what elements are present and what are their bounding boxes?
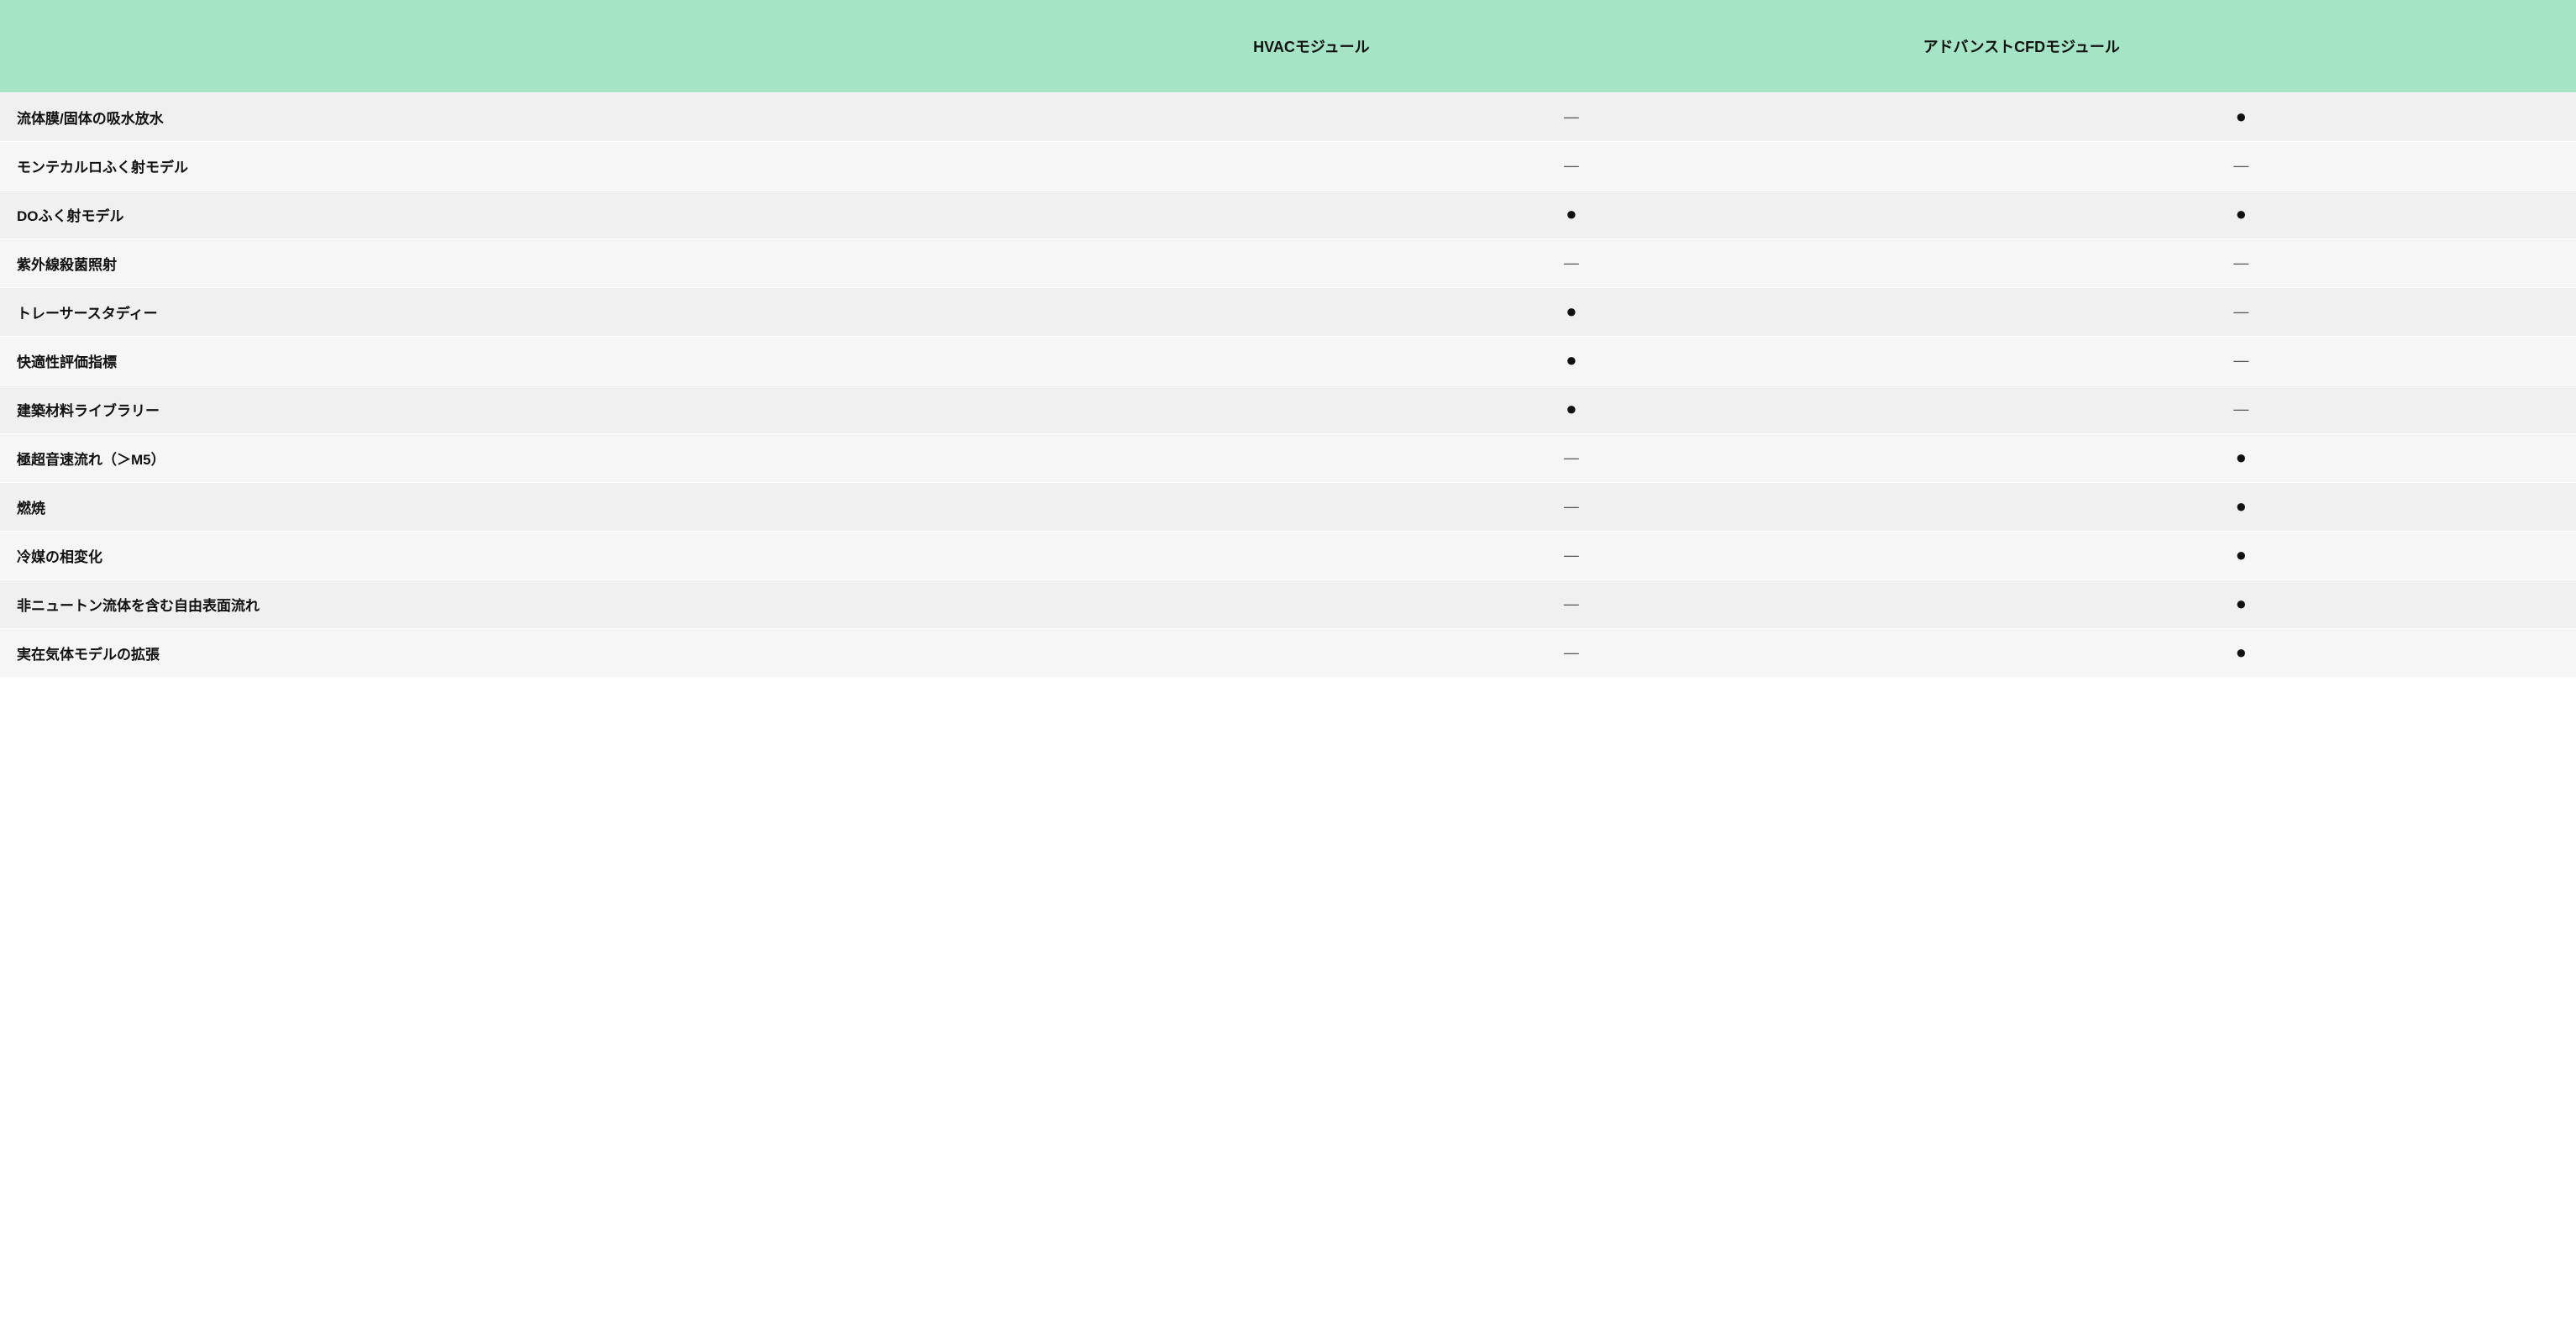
- feature-comparison-table: HVACモジュール アドバンストCFDモジュール 流体膜/固体の吸水放水 — ● モン…: [0, 0, 2576, 678]
- feature-label: 実在気体モデルの拡張: [0, 629, 1236, 678]
- dash-icon: —: [1564, 595, 1579, 612]
- table-row: 燃焼 — ●: [0, 483, 2576, 532]
- table-row: 実在気体モデルの拡張 — ●: [0, 629, 2576, 678]
- table-header: HVACモジュール アドバンストCFDモジュール: [0, 0, 2576, 93]
- dot-icon: ●: [1566, 203, 1577, 224]
- feature-label: DOふく射モデル: [0, 191, 1236, 239]
- dot-icon: ●: [2236, 593, 2247, 614]
- cell-hvac: —: [1236, 532, 1906, 580]
- dash-icon: —: [1564, 498, 1579, 515]
- feature-label: 流体膜/固体の吸水放水: [0, 93, 1236, 142]
- cell-hvac: —: [1236, 93, 1906, 142]
- table-row: トレーサースタディー ● —: [0, 288, 2576, 337]
- dash-icon: —: [2233, 352, 2248, 369]
- table-row: 冷媒の相変化 — ●: [0, 532, 2576, 580]
- dot-icon: ●: [2236, 447, 2247, 468]
- dash-icon: —: [1564, 644, 1579, 661]
- col-header-cfd: アドバンストCFDモジュール: [1907, 0, 2576, 93]
- dot-icon: ●: [2236, 544, 2247, 565]
- feature-label: 建築材料ライブラリー: [0, 385, 1236, 434]
- table-row: 建築材料ライブラリー ● —: [0, 385, 2576, 434]
- cell-hvac: —: [1236, 239, 1906, 288]
- cell-hvac: ●: [1236, 191, 1906, 239]
- cell-cfd: —: [1907, 385, 2576, 434]
- dash-icon: —: [1564, 547, 1579, 564]
- cell-hvac: ●: [1236, 337, 1906, 385]
- feature-label: トレーサースタディー: [0, 288, 1236, 337]
- cell-cfd: ●: [1907, 434, 2576, 483]
- cell-hvac: —: [1236, 483, 1906, 532]
- feature-label: 冷媒の相変化: [0, 532, 1236, 580]
- dot-icon: ●: [2236, 106, 2247, 127]
- dash-icon: —: [2233, 157, 2248, 174]
- cell-hvac: —: [1236, 580, 1906, 629]
- table-row: モンテカルロふく射モデル — —: [0, 142, 2576, 191]
- table-row: 紫外線殺菌照射 — —: [0, 239, 2576, 288]
- dot-icon: ●: [1566, 398, 1577, 419]
- dash-icon: —: [1564, 108, 1579, 125]
- feature-label: 快適性評価指標: [0, 337, 1236, 385]
- cell-cfd: —: [1907, 239, 2576, 288]
- dash-icon: —: [1564, 254, 1579, 271]
- dash-icon: —: [2233, 303, 2248, 320]
- cell-cfd: ●: [1907, 629, 2576, 678]
- cell-cfd: ●: [1907, 532, 2576, 580]
- table-row: 快適性評価指標 ● —: [0, 337, 2576, 385]
- dash-icon: —: [1564, 449, 1579, 466]
- dot-icon: ●: [2236, 203, 2247, 224]
- col-header-hvac: HVACモジュール: [1236, 0, 1906, 93]
- cell-hvac: —: [1236, 629, 1906, 678]
- table-row: DOふく射モデル ● ●: [0, 191, 2576, 239]
- cell-cfd: ●: [1907, 191, 2576, 239]
- table-body: 流体膜/固体の吸水放水 — ● モンテカルロふく射モデル — — DOふく射モデル ● ● 紫外線…: [0, 93, 2576, 678]
- dash-icon: —: [1564, 157, 1579, 174]
- cell-hvac: —: [1236, 142, 1906, 191]
- dot-icon: ●: [1566, 301, 1577, 322]
- dash-icon: —: [2233, 401, 2248, 417]
- cell-cfd: ●: [1907, 93, 2576, 142]
- feature-label: 極超音速流れ（＞M5）: [0, 434, 1236, 483]
- cell-hvac: —: [1236, 434, 1906, 483]
- cell-cfd: —: [1907, 288, 2576, 337]
- cell-cfd: —: [1907, 337, 2576, 385]
- table-row: 極超音速流れ（＞M5） — ●: [0, 434, 2576, 483]
- dot-icon: ●: [1566, 349, 1577, 370]
- feature-label: 紫外線殺菌照射: [0, 239, 1236, 288]
- feature-label: 燃焼: [0, 483, 1236, 532]
- feature-label: モンテカルロふく射モデル: [0, 142, 1236, 191]
- dot-icon: ●: [2236, 642, 2247, 663]
- dot-icon: ●: [2236, 496, 2247, 517]
- feature-label: 非ニュートン流体を含む自由表面流れ: [0, 580, 1236, 629]
- table-row: 非ニュートン流体を含む自由表面流れ — ●: [0, 580, 2576, 629]
- cell-hvac: ●: [1236, 385, 1906, 434]
- cell-hvac: ●: [1236, 288, 1906, 337]
- dash-icon: —: [2233, 254, 2248, 271]
- cell-cfd: —: [1907, 142, 2576, 191]
- table-row: 流体膜/固体の吸水放水 — ●: [0, 93, 2576, 142]
- cell-cfd: ●: [1907, 483, 2576, 532]
- cell-cfd: ●: [1907, 580, 2576, 629]
- col-header-feature: [0, 0, 1236, 93]
